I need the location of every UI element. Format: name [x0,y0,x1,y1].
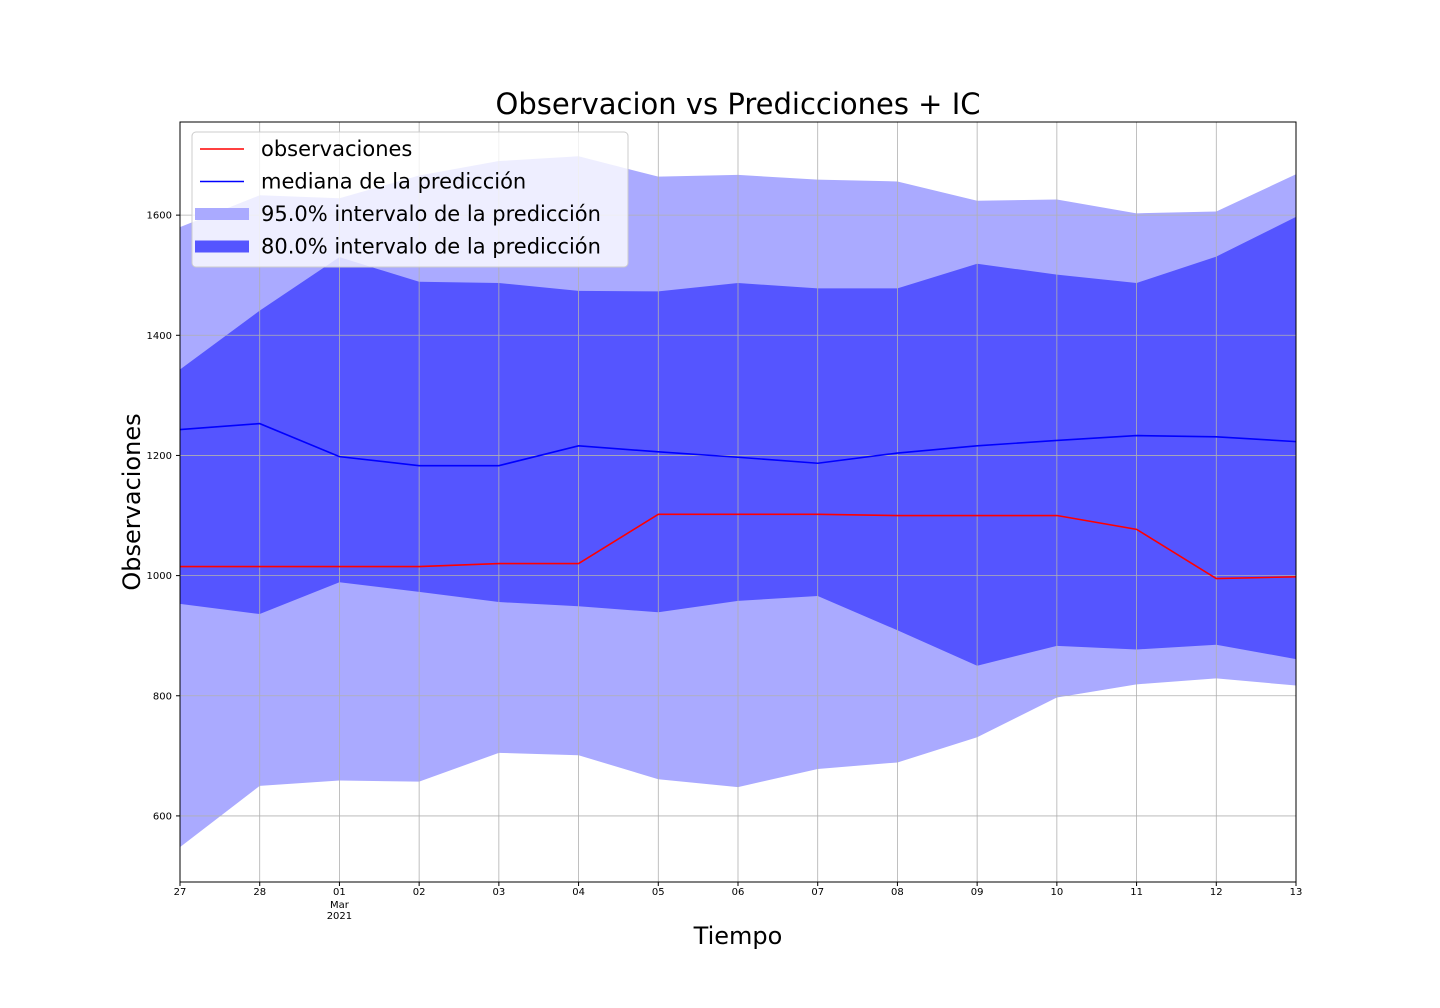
x-tick-label: 13 [1290,887,1303,898]
y-axis-label: Observaciones [118,413,146,590]
x-tick-label: 11 [1130,887,1143,898]
line-observaciones [180,513,1297,580]
y-tick-label: 1600 [147,211,172,222]
x-tick-label: 01 [333,887,346,898]
x-tick-label: 10 [1050,887,1063,898]
legend-label-95-0-intervalo-de-la-prediccion: 95.0% intervalo de la predicción [261,202,601,226]
x-tick-label: 02 [413,887,426,898]
legend-label-mediana-de-la-prediccion: mediana de la predicción [261,170,526,194]
x-tick-label: 28 [253,887,266,898]
series-lines [179,422,1297,580]
legend-swatch-80-0-intervalo-de-la-prediccion [195,240,249,253]
legend: observaciones mediana de la predicción 95.… [191,131,629,268]
x-tick-label: 09 [971,887,984,898]
x-axis-label: Tiempo [693,922,783,950]
x-tick-label: 03 [492,887,505,898]
y-tick-label: 1200 [147,451,172,462]
y-axis-ticks: 600 800 1000 1200 1400 1600 [147,211,180,822]
x-tick-label: 05 [652,887,665,898]
legend-label-80-0-intervalo-de-la-prediccion: 80.0% intervalo de la predicción [261,235,601,259]
legend-box [191,131,629,268]
x-tick-sublabel: Mar [330,900,350,911]
x-tick-label: 06 [732,887,745,898]
chart-title: Observacion vs Predicciones + IC [496,87,981,121]
x-tick-label: 04 [572,887,585,898]
y-tick-label: 1400 [147,331,172,342]
line-mediana-de-la-prediccion [179,422,1297,467]
x-tick-label: 08 [891,887,904,898]
x-tick-label: 12 [1210,887,1223,898]
y-tick-label: 600 [153,811,172,822]
legend-swatch-95-0-intervalo-de-la-prediccion [195,208,249,220]
y-tick-label: 800 [153,691,172,702]
y-tick-label: 1000 [147,571,172,582]
x-tick-sublabel: 2021 [327,911,352,922]
legend-label-observaciones: observaciones [261,137,412,161]
x-tick-label: 27 [174,887,187,898]
x-tick-label: 07 [811,887,824,898]
